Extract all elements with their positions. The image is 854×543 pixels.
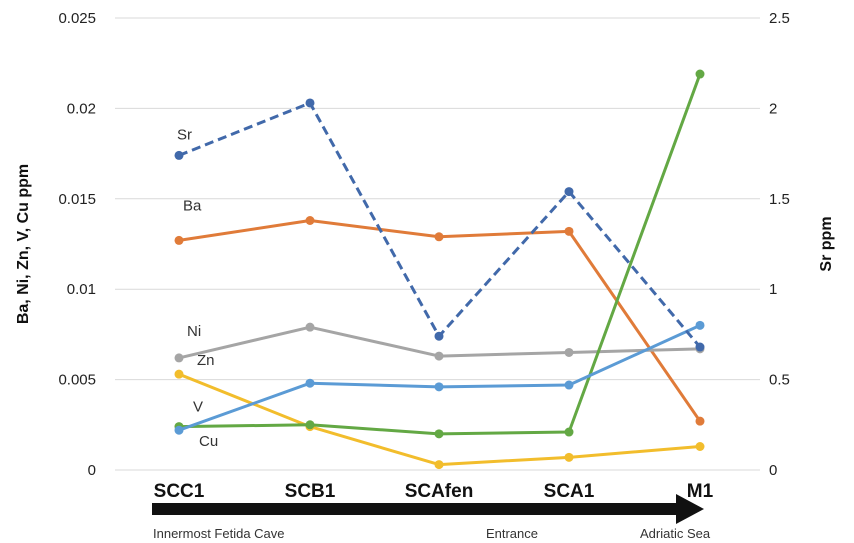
left-tick-label: 0 <box>88 462 96 479</box>
data-point-sr <box>174 150 184 160</box>
right-axis-title: Sr ppm <box>818 216 835 271</box>
left-tick-label: 0.02 <box>67 100 96 117</box>
category-label: SCAfen <box>405 481 474 502</box>
data-point-sr <box>305 98 315 108</box>
series-label-ni: Ni <box>187 323 201 340</box>
data-point-ni <box>305 322 315 332</box>
data-point-zn <box>434 460 444 470</box>
right-axis-ticks: 0 0.5 1 1.5 2 2.5 <box>769 10 790 479</box>
series-ni: Ni <box>174 322 705 363</box>
category-label: SCC1 <box>154 481 205 502</box>
data-point-sr <box>564 187 574 197</box>
left-tick-label: 0.01 <box>67 281 96 298</box>
data-point-cu <box>434 382 444 392</box>
right-tick-label: 2.5 <box>769 10 790 27</box>
right-tick-label: 1.5 <box>769 191 790 208</box>
data-point-zn <box>695 441 705 451</box>
data-point-ba <box>434 232 444 242</box>
right-tick-label: 0 <box>769 462 777 479</box>
category-label: SCA1 <box>544 481 595 502</box>
data-point-ni <box>564 347 574 357</box>
right-tick-label: 0.5 <box>769 372 790 389</box>
category-labels: SCC1 SCB1 SCAfen SCA1 M1 <box>154 481 714 502</box>
left-tick-label: 0.005 <box>58 372 96 389</box>
arrow-head <box>676 494 704 524</box>
data-point-ni <box>174 353 184 363</box>
right-tick-label: 1 <box>769 281 777 298</box>
data-point-ba <box>695 416 705 426</box>
left-axis-ticks: 0 0.005 0.01 0.015 0.02 0.025 <box>58 10 96 479</box>
series-ba: Ba <box>174 197 705 426</box>
series-label-ba: Ba <box>183 197 202 214</box>
series-label-v: V <box>193 399 203 416</box>
series-zn: Zn <box>174 352 705 470</box>
series-cu: Cu <box>174 320 705 450</box>
data-point-zn <box>174 369 184 379</box>
arrow-label-middle: Entrance <box>486 526 538 541</box>
data-point-cu <box>305 378 315 388</box>
category-label: M1 <box>687 481 714 502</box>
series-label-sr: Sr <box>177 126 192 143</box>
series-label-zn: Zn <box>197 352 215 369</box>
data-point-cu <box>695 320 705 330</box>
data-point-v <box>564 427 574 437</box>
left-axis-title: Ba, Ni, Zn, V, Cu ppm <box>15 164 32 324</box>
data-point-ni <box>434 351 444 361</box>
data-point-sr <box>434 331 444 341</box>
data-point-ba <box>174 235 184 245</box>
arrow-label-end: Adriatic Sea <box>640 526 711 541</box>
data-point-cu <box>564 380 574 390</box>
direction-arrow <box>152 494 704 524</box>
series-label-cu: Cu <box>199 433 218 450</box>
data-point-sr <box>695 342 705 352</box>
data-point-zn <box>564 452 574 462</box>
data-point-ba <box>564 226 574 236</box>
data-point-cu <box>174 425 184 435</box>
left-tick-label: 0.015 <box>58 191 96 208</box>
gridlines <box>115 17 760 471</box>
data-point-v <box>434 429 444 439</box>
data-point-v <box>305 420 315 430</box>
category-label: SCB1 <box>285 481 336 502</box>
data-point-v <box>695 69 705 79</box>
left-tick-label: 0.025 <box>58 10 96 27</box>
series-sr: Sr <box>174 98 705 352</box>
arrow-label-start: Innermost Fetida Cave <box>153 526 285 541</box>
series-lines: Ba Ni Zn V Cu Sr <box>174 69 705 470</box>
data-point-ba <box>305 215 315 225</box>
right-tick-label: 2 <box>769 100 777 117</box>
arrow-shaft <box>152 503 682 515</box>
